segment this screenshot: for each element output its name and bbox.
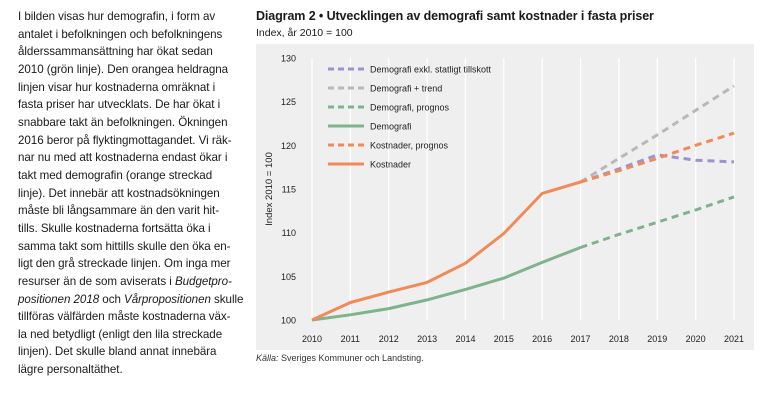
text-line: tillföras välfärden måste kostnaderna vä… bbox=[18, 310, 231, 324]
series-line bbox=[311, 180, 581, 322]
text-run: skulle bbox=[210, 292, 244, 306]
text-line: takt med demografin (orange streckad bbox=[18, 168, 213, 182]
text-run: resurser än de som aviserats i bbox=[18, 274, 175, 288]
x-tick-label: 2010 bbox=[302, 334, 322, 344]
x-tick-label: 2019 bbox=[647, 334, 667, 344]
x-tick-label: 2016 bbox=[532, 334, 552, 344]
source-text: Sveriges Kommuner och Landsting. bbox=[278, 353, 424, 363]
text-line: 2016 beror på flyktingmottagandet. Vi rä… bbox=[18, 133, 232, 147]
text-line: snabbare takt än befolkningen. Ökningen bbox=[18, 115, 228, 129]
text-line: måste bli långsammare än den varit hit- bbox=[18, 204, 220, 218]
x-tick-label: 2018 bbox=[609, 334, 629, 344]
chart-panel: 100 105 110 115 120 125 130 2010 2011 2012 2013 201… bbox=[256, 44, 754, 350]
italic-title: Vårpropositionen bbox=[124, 292, 211, 306]
text-line: lägre personaltäthet. bbox=[18, 363, 123, 377]
y-tick-label: 100 bbox=[281, 316, 296, 326]
legend-label: Demografi, prognos bbox=[370, 103, 450, 113]
body-text: I bilden visas hur demografin, i form av… bbox=[18, 8, 244, 379]
italic-title: positionen 2018 bbox=[18, 292, 100, 306]
legend-label: Demografi bbox=[370, 122, 412, 132]
text-line: ålderssammansättning har ökat sedan bbox=[18, 45, 213, 59]
text-line: tills. Skulle kostnaderna fortsätta öka … bbox=[18, 221, 211, 235]
y-tick-label: 110 bbox=[282, 228, 296, 238]
x-tick-label: 2014 bbox=[455, 334, 475, 344]
chart-title: Diagram 2 • Utvecklingen av demografi sa… bbox=[256, 9, 654, 23]
legend-label: Kostnader, prognos bbox=[370, 141, 449, 151]
text-line: antalet i befolkningen och befolkningens bbox=[18, 27, 223, 41]
series-line bbox=[580, 195, 735, 249]
text-line: samma takt som hittills skulle den öka e… bbox=[18, 239, 231, 253]
chart-subtitle: Index, år 2010 = 100 bbox=[256, 27, 353, 39]
text-line: I bilden visas hur demografin, i form av bbox=[18, 10, 216, 23]
text-line: linjen). Det skulle bland annat innebära bbox=[18, 345, 217, 359]
italic-title: Budgetpro- bbox=[174, 274, 232, 288]
text-line: la ned betydligt (enligt den lila streck… bbox=[18, 327, 223, 341]
text-line: positionen 2018 och Vårpropositionen sku… bbox=[18, 291, 244, 309]
text-line: resurser än de som aviserats i Budgetpro… bbox=[18, 273, 242, 291]
y-tick-label: 130 bbox=[281, 54, 296, 64]
text-line: fasta priser har utvecklats. De har ökat… bbox=[18, 98, 221, 112]
series-line bbox=[311, 246, 582, 322]
text-line: 2010 (grön linje). Den orangea heldragna bbox=[18, 62, 229, 76]
line-chart: 100 105 110 115 120 125 130 2010 2011 2012 2013 201… bbox=[264, 54, 744, 345]
series-line bbox=[579, 84, 735, 184]
y-tick-label: 115 bbox=[282, 185, 296, 195]
source-note: Källa: Sveriges Kommuner och Landsting. bbox=[256, 353, 424, 363]
x-tick-label: 2017 bbox=[571, 334, 591, 344]
legend-label: Kostnader bbox=[370, 160, 411, 170]
x-tick-label: 2015 bbox=[494, 334, 514, 344]
x-tick-label: 2012 bbox=[379, 334, 399, 344]
text-line: linje). Det innebär att kostnadsökningen bbox=[18, 186, 220, 200]
legend-label: Demografi exkl. statligt tillskott bbox=[370, 65, 492, 75]
y-tick-label: 120 bbox=[281, 141, 296, 151]
x-tick-label: 2021 bbox=[724, 334, 744, 344]
legend-label: Demografi + trend bbox=[370, 84, 442, 94]
y-axis-label: Index 2010 = 100 bbox=[264, 152, 275, 226]
x-tick-label: 2011 bbox=[341, 334, 360, 344]
series-line bbox=[580, 131, 735, 184]
y-tick-label: 105 bbox=[281, 272, 296, 282]
y-tick-label: 125 bbox=[281, 97, 296, 107]
text-line: nar nu med att kostnaderna endast ökar i bbox=[18, 151, 228, 165]
text-line: linjen visar hur kostnaderna omräknat i bbox=[18, 80, 216, 94]
source-label: Källa: bbox=[256, 353, 279, 363]
text-line: ligt den grå streckade linjen. Om inga m… bbox=[18, 257, 231, 271]
text-run: och bbox=[99, 292, 125, 306]
x-tick-label: 2020 bbox=[686, 334, 706, 344]
x-tick-label: 2013 bbox=[417, 334, 437, 344]
